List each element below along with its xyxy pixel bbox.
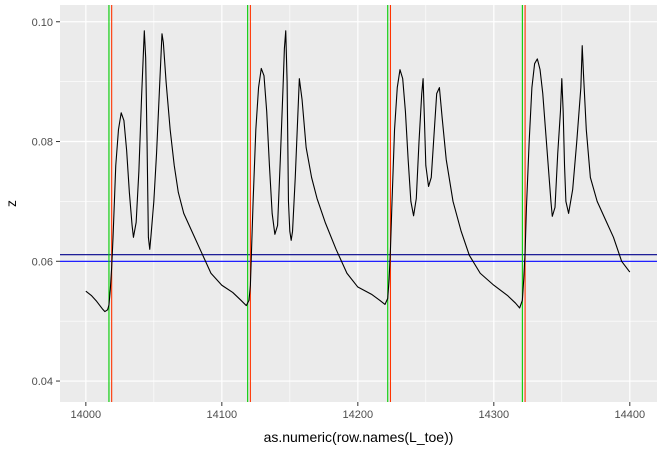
series-group (85, 30, 631, 313)
y-tick-label: 0.10 (32, 17, 53, 29)
y-tick-label: 0.06 (32, 256, 53, 268)
series-line (85, 30, 631, 313)
y-tick-label: 0.04 (32, 376, 53, 388)
x-tick-label: 14100 (207, 409, 238, 421)
x-tick-label: 14200 (343, 409, 374, 421)
x-tick-label: 14400 (615, 409, 646, 421)
y-axis: 0.04 0.06 0.08 0.10 (32, 17, 60, 388)
y-tick-label: 0.08 (32, 137, 53, 149)
x-axis-title: as.numeric(row.names(L_toe)) (264, 429, 454, 445)
x-tick-label: 14000 (71, 409, 102, 421)
x-axis: 14000 14100 14200 14300 14400 (71, 402, 646, 421)
y-axis-title: z (3, 200, 19, 207)
x-tick-label: 14300 (479, 409, 510, 421)
panel-background (60, 5, 657, 402)
reference-lines (60, 5, 657, 402)
